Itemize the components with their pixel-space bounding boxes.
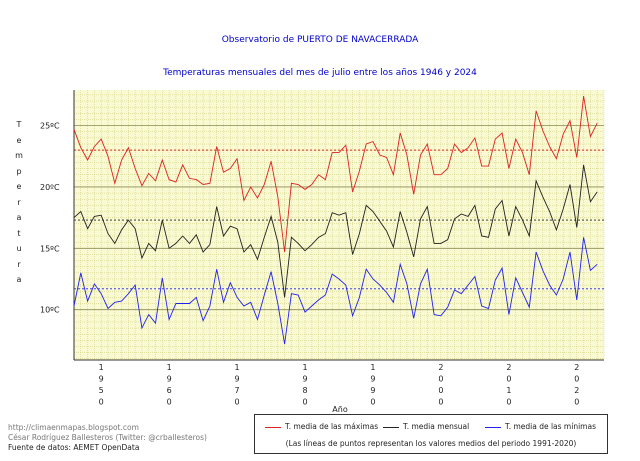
x-tick-label: 1 bbox=[370, 363, 375, 372]
x-tick-label: 0 bbox=[574, 375, 579, 384]
x-tick-label: 0 bbox=[574, 398, 579, 407]
x-tick-label: 6 bbox=[167, 386, 172, 395]
y-axis-label-letter: u bbox=[16, 244, 22, 253]
y-tick-label: 20ºC bbox=[40, 183, 60, 192]
x-tick-label: 2 bbox=[574, 363, 579, 372]
legend-swatch-min bbox=[485, 426, 501, 428]
y-tick-label: 25ºC bbox=[40, 122, 60, 131]
x-tick-label: 9 bbox=[302, 375, 307, 384]
x-tick-label: 9 bbox=[167, 375, 172, 384]
x-tick-label: 8 bbox=[302, 386, 307, 395]
x-tick-label: 0 bbox=[438, 398, 443, 407]
x-tick-label: 1 bbox=[302, 363, 307, 372]
y-axis-label-letter: r bbox=[17, 259, 21, 269]
y-tick-label: 10ºC bbox=[40, 306, 60, 315]
legend-item-min: T. media de las mínimas bbox=[485, 422, 596, 431]
chart-title: Observatorio de PUERTO DE NAVACERRADA bbox=[221, 35, 419, 45]
x-tick-label: 9 bbox=[99, 375, 104, 384]
x-tick-label: 1 bbox=[99, 363, 104, 372]
y-axis-label-letter: a bbox=[16, 213, 22, 222]
legend-label-min: T. media de las mínimas bbox=[505, 422, 596, 431]
x-tick-label: 0 bbox=[506, 398, 511, 407]
credit-author: César Rodríguez Ballesteros (Twitter: @c… bbox=[8, 433, 207, 442]
y-axis-label-letter: m bbox=[15, 151, 23, 160]
legend-note: (Las líneas de puntos representan los va… bbox=[285, 439, 577, 448]
y-axis-label-letter: p bbox=[16, 166, 22, 176]
chart-legend: T. media de las máximas T. media mensual… bbox=[254, 414, 608, 454]
y-axis-label-letter: t bbox=[17, 228, 21, 238]
legend-label-mean: T. media mensual bbox=[403, 422, 470, 431]
x-tick-label: 0 bbox=[99, 398, 104, 407]
y-axis-label-letter: e bbox=[16, 135, 22, 145]
x-tick-label: 5 bbox=[99, 386, 104, 395]
x-tick-label: 2 bbox=[574, 386, 579, 395]
legend-swatch-mean bbox=[383, 426, 399, 428]
x-tick-label: 9 bbox=[370, 375, 375, 384]
credit-blog-url: http://climaenmapas.blogspot.com bbox=[8, 423, 139, 432]
x-tick-label: 9 bbox=[370, 386, 375, 395]
x-axis-label: Año bbox=[332, 405, 348, 414]
x-tick-label: 0 bbox=[370, 398, 375, 407]
x-tick-label: 1 bbox=[235, 363, 240, 372]
series-line-max bbox=[73, 96, 598, 253]
x-tick-label: 0 bbox=[167, 398, 172, 407]
y-axis-label-letter: r bbox=[17, 197, 21, 207]
x-tick-label: 0 bbox=[438, 386, 443, 395]
x-tick-label: 2 bbox=[438, 363, 443, 372]
y-axis-label-letter: a bbox=[16, 275, 22, 284]
y-tick-label: 15ºC bbox=[40, 244, 60, 253]
x-tick-label: 1 bbox=[506, 386, 511, 395]
x-tick-label: 2 bbox=[506, 363, 511, 372]
y-axis-label-letter: T bbox=[16, 120, 22, 129]
x-tick-label: 0 bbox=[235, 398, 240, 407]
x-tick-label: 0 bbox=[302, 398, 307, 407]
x-tick-label: 0 bbox=[506, 375, 511, 384]
credit-data-source: Fuente de datos: AEMET OpenData bbox=[8, 443, 140, 452]
legend-item-max: T. media de las máximas bbox=[265, 422, 378, 431]
y-axis-label-letter: e bbox=[16, 182, 22, 191]
legend-label-max: T. media de las máximas bbox=[285, 422, 379, 431]
series-line-min bbox=[73, 237, 598, 345]
x-tick-label: 0 bbox=[438, 375, 443, 384]
legend-item-mean: T. media mensual bbox=[383, 422, 469, 431]
legend-swatch-max bbox=[265, 426, 281, 428]
x-tick-label: 1 bbox=[167, 363, 172, 372]
x-tick-label: 9 bbox=[235, 375, 240, 384]
chart-subtitle: Temperaturas mensuales del mes de julio … bbox=[163, 68, 477, 78]
x-tick-label: 7 bbox=[235, 386, 240, 395]
series-line-mean bbox=[73, 164, 598, 298]
